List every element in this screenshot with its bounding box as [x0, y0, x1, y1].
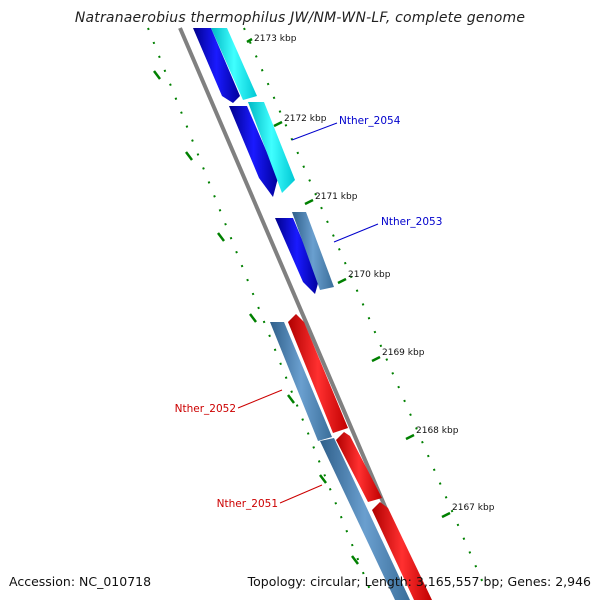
genome-summary-text: Topology: circular; Length: 3,165,557 bp…: [247, 574, 591, 589]
kbp-label: 2168 kbp: [416, 426, 459, 436]
kbp-tick: [405, 433, 415, 441]
leader-line-nther-2051: [279, 484, 323, 504]
inner-tick: [185, 151, 193, 161]
cds-arrow: [288, 314, 348, 433]
genome-backbone: [178, 27, 427, 600]
gene-label-nther-2052: Nther_2052: [175, 403, 236, 415]
inner-tick: [319, 474, 327, 484]
kbp-label: 2167 kbp: [452, 503, 495, 513]
leader-line-nther-2053: [333, 223, 379, 243]
inner-tick: [217, 232, 225, 242]
inner-tick: [153, 70, 161, 80]
kbp-tick: [441, 511, 451, 519]
map-title: Natranaerobius thermophilus JW/NM-WN-LF,…: [74, 10, 526, 26]
cds-block: [270, 322, 332, 441]
inner-tick: [351, 555, 359, 565]
forward-strand-cds: [288, 314, 432, 600]
cds-arrow: [275, 218, 319, 294]
cds-arrow: [372, 502, 432, 600]
accession-text: Accession: NC_010718: [9, 574, 152, 589]
inner-tick: [287, 394, 295, 404]
leader-line-nther-2052: [237, 389, 283, 409]
kbp-tick: [337, 277, 347, 285]
cds-block: [320, 438, 410, 600]
gene-labels: Nther_2054 Nther_2053 Nther_2052 Nther_2…: [175, 115, 443, 510]
kbp-label: 2170 kbp: [348, 270, 391, 280]
inner-ruler-ticks: [153, 70, 359, 565]
gene-label-nther-2051: Nther_2051: [217, 498, 278, 510]
outer-ruler-ticks: [246, 37, 451, 519]
cds-block: [292, 212, 334, 290]
kbp-tick: [371, 355, 381, 363]
kbp-tick: [246, 37, 253, 44]
cds-arrow: [193, 28, 240, 103]
steel-track-cds: [270, 212, 410, 600]
leader-line-nther-2054: [291, 122, 338, 141]
gene-label-nther-2053: Nther_2053: [381, 216, 442, 228]
cds-arrow: [229, 106, 278, 197]
kbp-tick: [273, 120, 283, 128]
gene-label-nther-2054: Nther_2054: [339, 115, 401, 127]
cds-block: [211, 28, 257, 100]
kbp-label: 2173 kbp: [254, 34, 297, 44]
inner-tick: [249, 313, 257, 323]
cyan-track-cds: [211, 28, 295, 193]
cds-arrow: [336, 432, 382, 502]
cds-block: [248, 102, 295, 193]
kbp-label: 2172 kbp: [284, 114, 327, 124]
kbp-label: 2169 kbp: [382, 348, 425, 358]
kbp-labels: 2173 kbp 2172 kbp 2171 kbp 2170 kbp 2169…: [254, 34, 495, 513]
kbp-tick: [304, 198, 314, 206]
kbp-label: 2171 kbp: [315, 192, 358, 202]
reverse-strand-cds: [193, 28, 319, 294]
